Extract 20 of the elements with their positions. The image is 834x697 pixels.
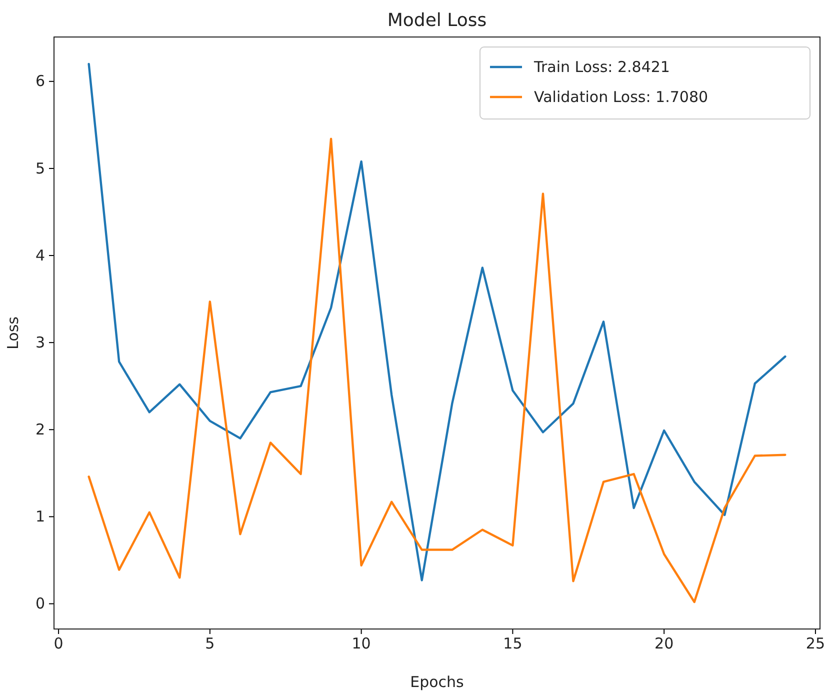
y-tick-label: 6 — [35, 72, 45, 90]
y-tick-label: 1 — [35, 507, 45, 526]
y-tick-label: 4 — [35, 246, 45, 264]
y-tick-label: 3 — [35, 333, 45, 352]
y-tick-label: 5 — [35, 159, 45, 178]
x-tick-label: 0 — [54, 634, 64, 653]
x-axis-title: Epochs — [410, 673, 464, 691]
chart-title: Model Loss — [387, 10, 487, 31]
line-series — [88, 138, 786, 604]
x-tick-label: 10 — [352, 634, 371, 653]
x-tick-label: 5 — [205, 634, 215, 653]
x-tick-label: 25 — [806, 634, 826, 653]
x-tick-label: 15 — [503, 634, 522, 653]
y-tick-label: 2 — [35, 420, 45, 438]
y-axis-title: Loss — [4, 316, 22, 350]
x-tick-label: 20 — [654, 634, 674, 653]
y-tick-label: 0 — [35, 594, 45, 613]
line-series — [88, 62, 786, 582]
legend-label: Validation Loss: 1.7080 — [534, 88, 708, 106]
legend-label: Train Loss: 2.8421 — [533, 58, 670, 76]
